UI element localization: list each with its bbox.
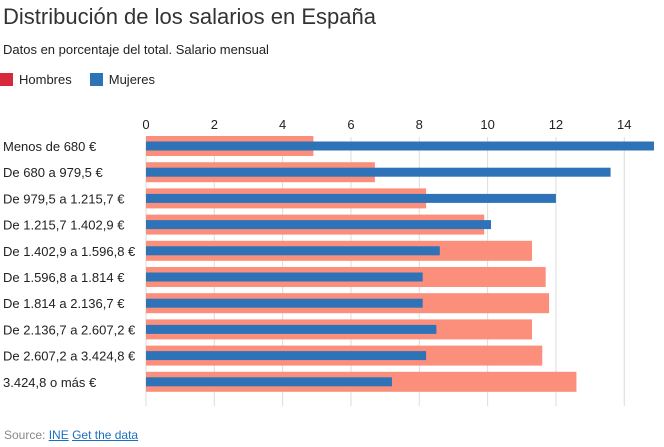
category-label: 3.424,8 o más € <box>3 375 97 390</box>
bar-mujeres <box>146 272 423 282</box>
legend-swatch-hombres <box>0 73 13 86</box>
legend-swatch-mujeres <box>89 73 103 86</box>
bar-mujeres <box>146 324 437 334</box>
legend-label-hombres: Hombres <box>19 72 72 87</box>
x-tick-label-6: 6 <box>347 117 354 132</box>
source-link-ine[interactable]: INE <box>48 428 69 442</box>
category-label: De 1.814 a 2.136,7 € <box>3 296 125 311</box>
chart-title: Distribución de los salarios en España <box>3 4 376 29</box>
bar-mujeres <box>146 141 654 151</box>
x-tick-label-8: 8 <box>416 117 423 132</box>
x-tick-label-10: 10 <box>480 117 494 132</box>
x-tick-label-14: 14 <box>617 117 631 132</box>
x-tick-label-4: 4 <box>279 117 286 132</box>
bar-mujeres <box>146 351 427 361</box>
legend-label-mujeres: Mujeres <box>108 72 155 87</box>
legend: Hombres Mujeres <box>0 72 173 87</box>
bar-mujeres <box>146 298 423 308</box>
category-label: De 2.607,2 a 3.424,8 € <box>3 349 136 364</box>
bar-mujeres <box>146 193 556 203</box>
get-the-data-link[interactable]: Get the data <box>72 428 139 442</box>
x-tick-label-2: 2 <box>211 117 218 132</box>
category-label: Menos de 680 € <box>3 139 97 154</box>
x-tick-label-0: 0 <box>142 117 149 132</box>
category-label: De 680 a 979,5 € <box>3 165 104 180</box>
bar-mujeres <box>146 220 492 230</box>
category-label: De 2.136,7 a 2.607,2 € <box>3 322 136 337</box>
category-label: De 979,5 a 1.215,7 € <box>3 191 125 206</box>
chart-subtitle: Datos en porcentaje del total. Salario m… <box>3 42 269 57</box>
category-label: De 1.215,7 1.402,9 € <box>3 218 125 233</box>
bar-mujeres <box>146 246 440 256</box>
bar-mujeres <box>146 377 392 387</box>
legend-item-mujeres: Mujeres <box>89 72 155 87</box>
x-tick-label-12: 12 <box>549 117 563 132</box>
legend-item-hombres: Hombres <box>0 72 72 87</box>
category-label: De 1.402,9 a 1.596,8 € <box>3 244 136 259</box>
bar-mujeres <box>146 167 611 177</box>
category-label: De 1.596,8 a 1.814 € <box>3 270 125 285</box>
source-line: Source: INE Get the data <box>4 428 138 442</box>
source-prefix: Source: <box>4 428 46 442</box>
